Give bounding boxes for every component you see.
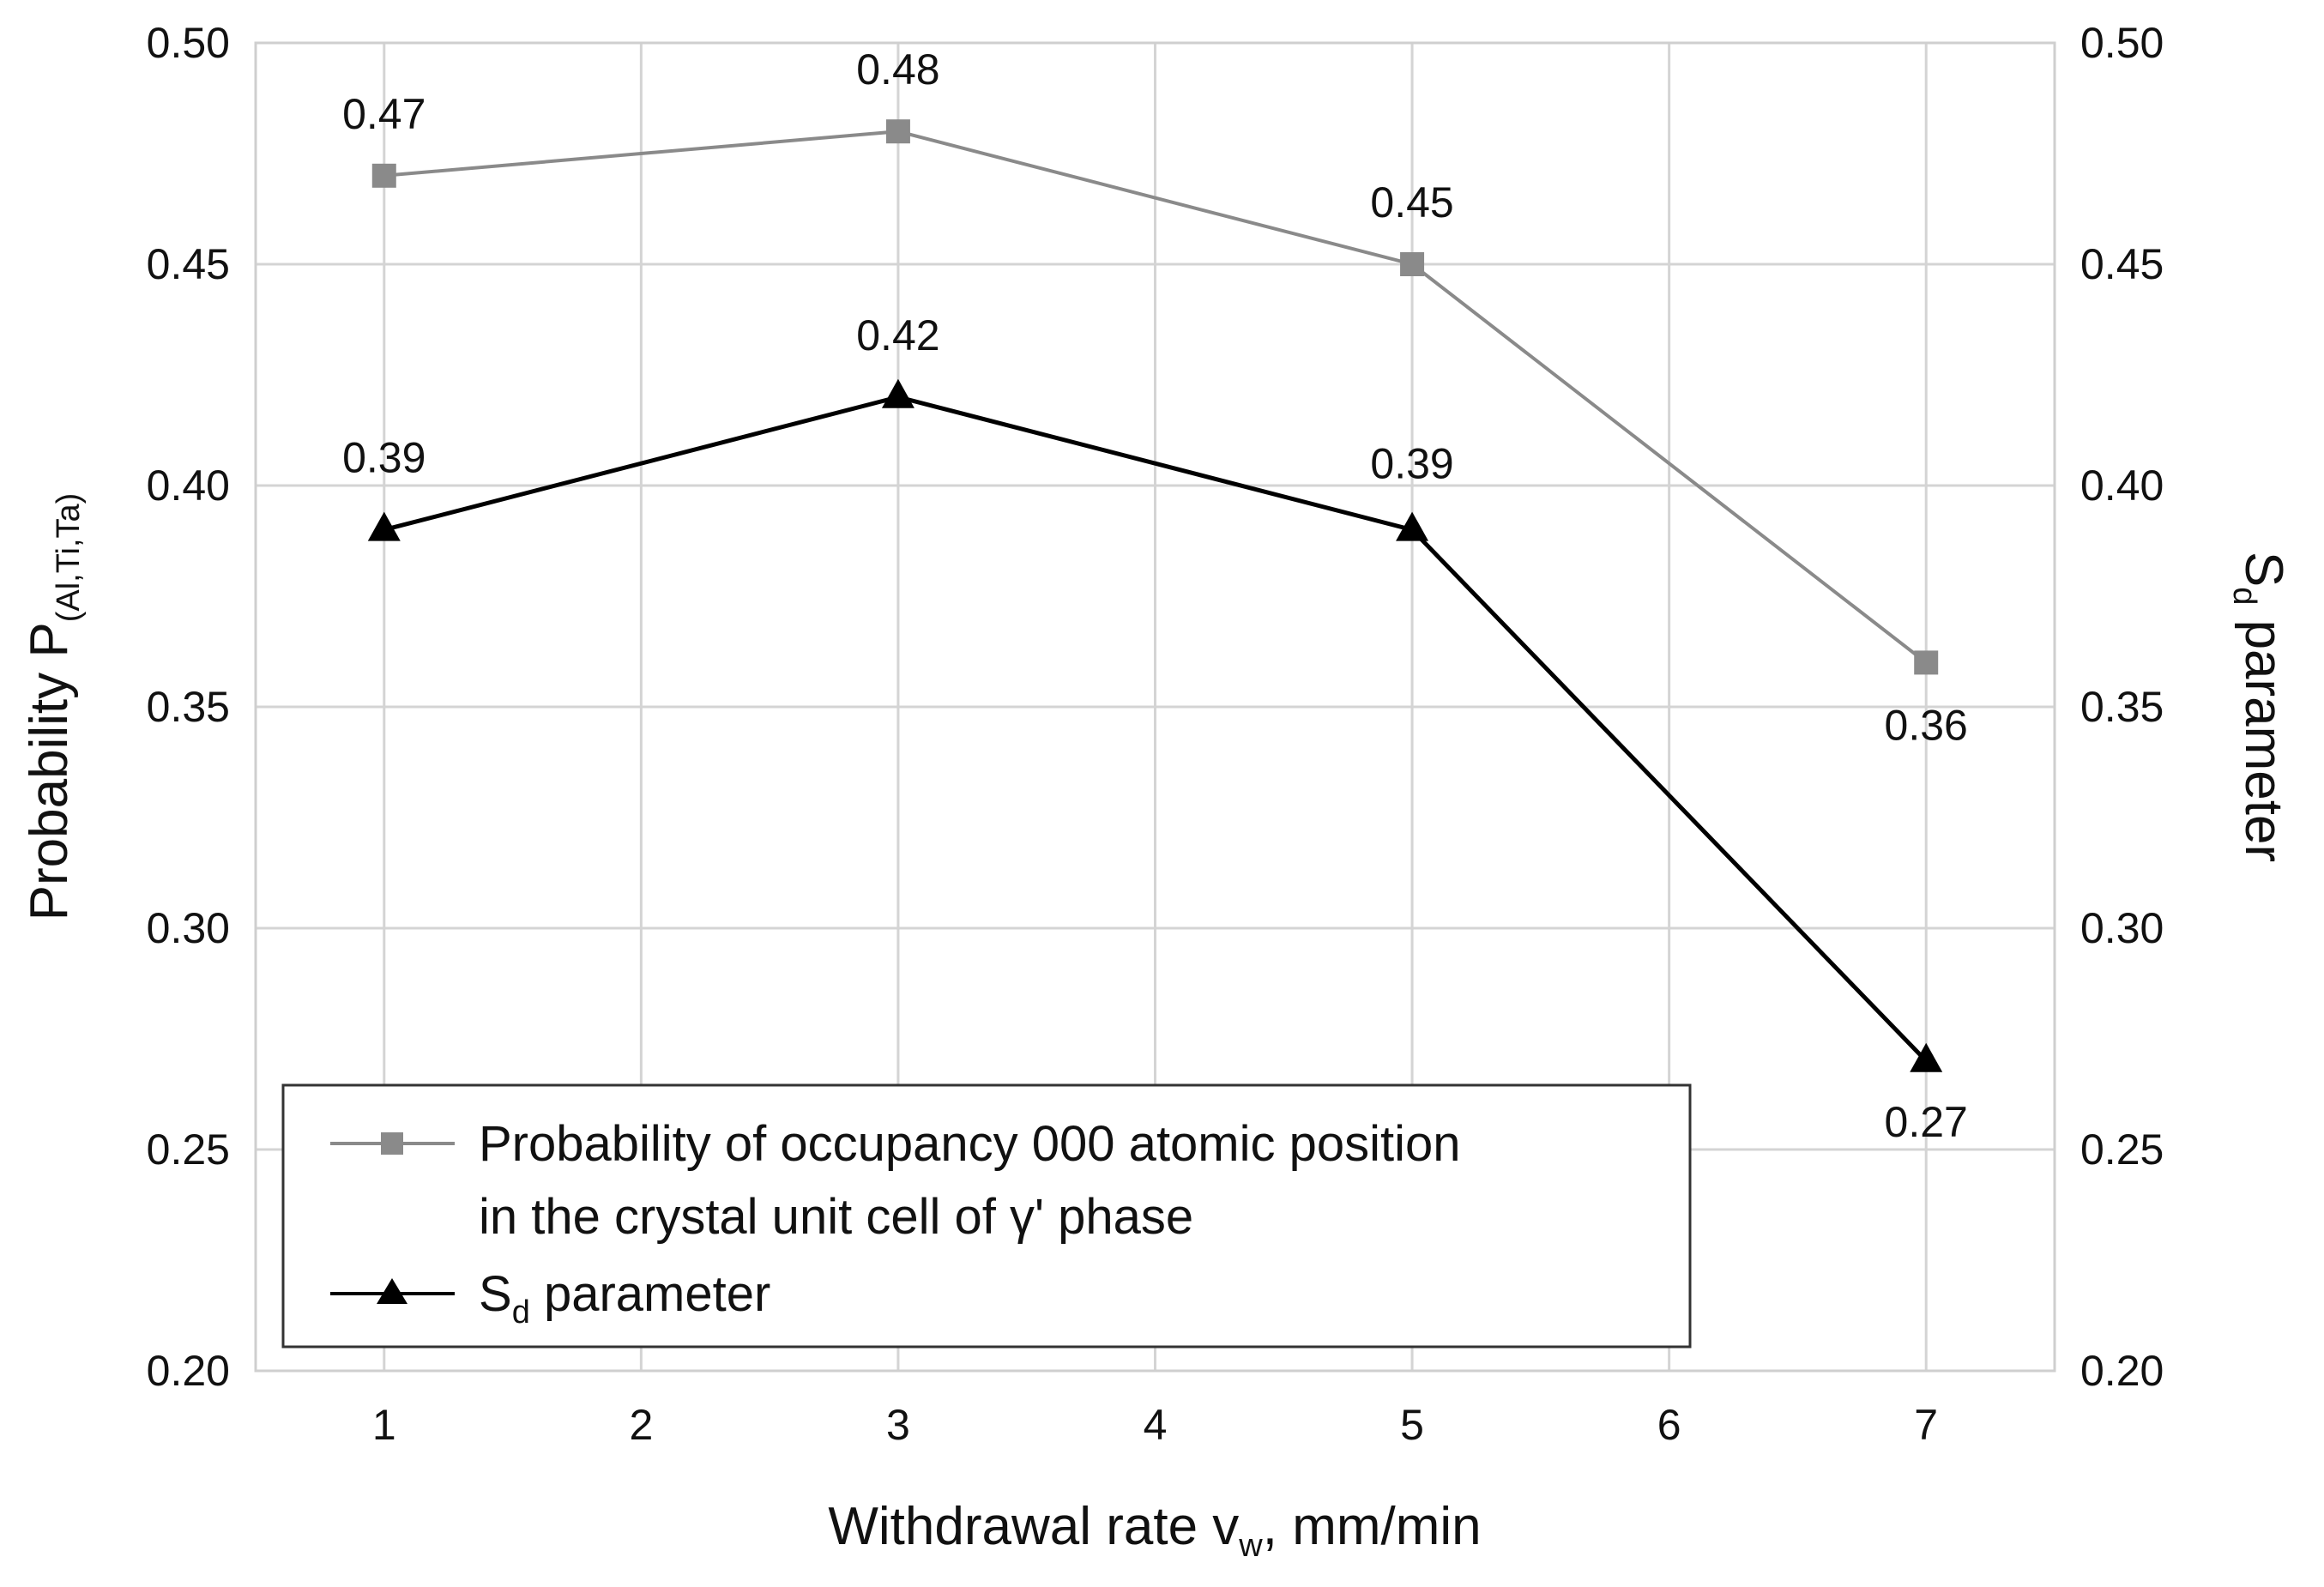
x-tick-label: 3 xyxy=(886,1401,910,1449)
data-point-square xyxy=(371,163,396,188)
x-tick-label: 1 xyxy=(372,1401,396,1449)
data-label: 0.47 xyxy=(342,90,426,138)
data-point-triangle xyxy=(367,511,401,541)
y2-tick-label: 0.30 xyxy=(2080,904,2164,952)
x-tick-label: 5 xyxy=(1400,1401,1424,1449)
y2-tick-label: 0.25 xyxy=(2080,1125,2164,1174)
data-label: 0.48 xyxy=(856,45,939,94)
y-tick-label: 0.45 xyxy=(147,240,230,288)
series-line-probability xyxy=(383,130,1928,664)
legend-label-probability-line1: Probability of occupancy 000 atomic posi… xyxy=(479,1116,1461,1172)
x-tick-label: 4 xyxy=(1144,1401,1168,1449)
legend-label-probability-line2: in the crystal unit cell of γ' phase xyxy=(479,1189,1193,1245)
data-label: 0.39 xyxy=(1370,440,1453,488)
y2-tick-label: 0.50 xyxy=(2080,19,2164,67)
legend-label-sd: Sd parameter xyxy=(479,1266,770,1331)
y2-axis-title: Sd parameter xyxy=(2226,552,2293,862)
data-point-triangle xyxy=(1910,1042,1943,1072)
legend-box xyxy=(281,1083,1692,1349)
data-point-square xyxy=(1400,252,1425,276)
series-line-sd xyxy=(383,395,1929,1063)
data-point-square xyxy=(885,119,910,144)
data-label: 0.27 xyxy=(1885,1098,1968,1146)
data-point-square xyxy=(1914,650,1939,675)
x-tick-label: 2 xyxy=(629,1401,653,1449)
y-tick-label: 0.40 xyxy=(147,462,230,510)
series-layer xyxy=(367,119,1943,1072)
legend-marker-square xyxy=(381,1132,403,1155)
data-labels: 0.47 0.48 0.45 0.36 0.39 0.42 0.39 0.27 xyxy=(342,45,1968,1146)
x-tick-label: 6 xyxy=(1657,1401,1681,1449)
data-point-triangle xyxy=(1396,511,1429,541)
y2-tick-label: 0.20 xyxy=(2080,1347,2164,1395)
data-label: 0.39 xyxy=(342,434,426,482)
data-label: 0.42 xyxy=(856,311,939,359)
y-tick-label: 0.35 xyxy=(147,683,230,731)
y2-tick-label: 0.45 xyxy=(2080,240,2164,288)
y-tick-label: 0.50 xyxy=(147,19,230,67)
y-tick-label: 0.20 xyxy=(147,1347,230,1395)
legend: Probability of occupancy 000 atomic posi… xyxy=(281,1083,1692,1349)
data-label: 0.36 xyxy=(1885,701,1968,749)
y2-tick-label: 0.40 xyxy=(2080,462,2164,510)
plot-frame xyxy=(254,41,2056,1373)
legend-marker-triangle xyxy=(377,1278,407,1304)
x-tick-label: 7 xyxy=(1914,1401,1938,1449)
y-tick-label: 0.25 xyxy=(147,1125,230,1174)
y-tick-label: 0.30 xyxy=(147,904,230,952)
y2-tick-label: 0.35 xyxy=(2080,683,2164,731)
tick-labels: 0.20 0.20 0.25 0.25 0.30 0.30 0.35 0.35 0.40 0.40… xyxy=(147,19,2164,1449)
x-axis-title: Withdrawal rate vw, mm/min xyxy=(828,1497,1481,1564)
y-axis-title: Probability P(Al,Ti,Ta) xyxy=(20,493,87,921)
data-label: 0.45 xyxy=(1370,178,1453,226)
data-point-triangle xyxy=(881,378,915,408)
